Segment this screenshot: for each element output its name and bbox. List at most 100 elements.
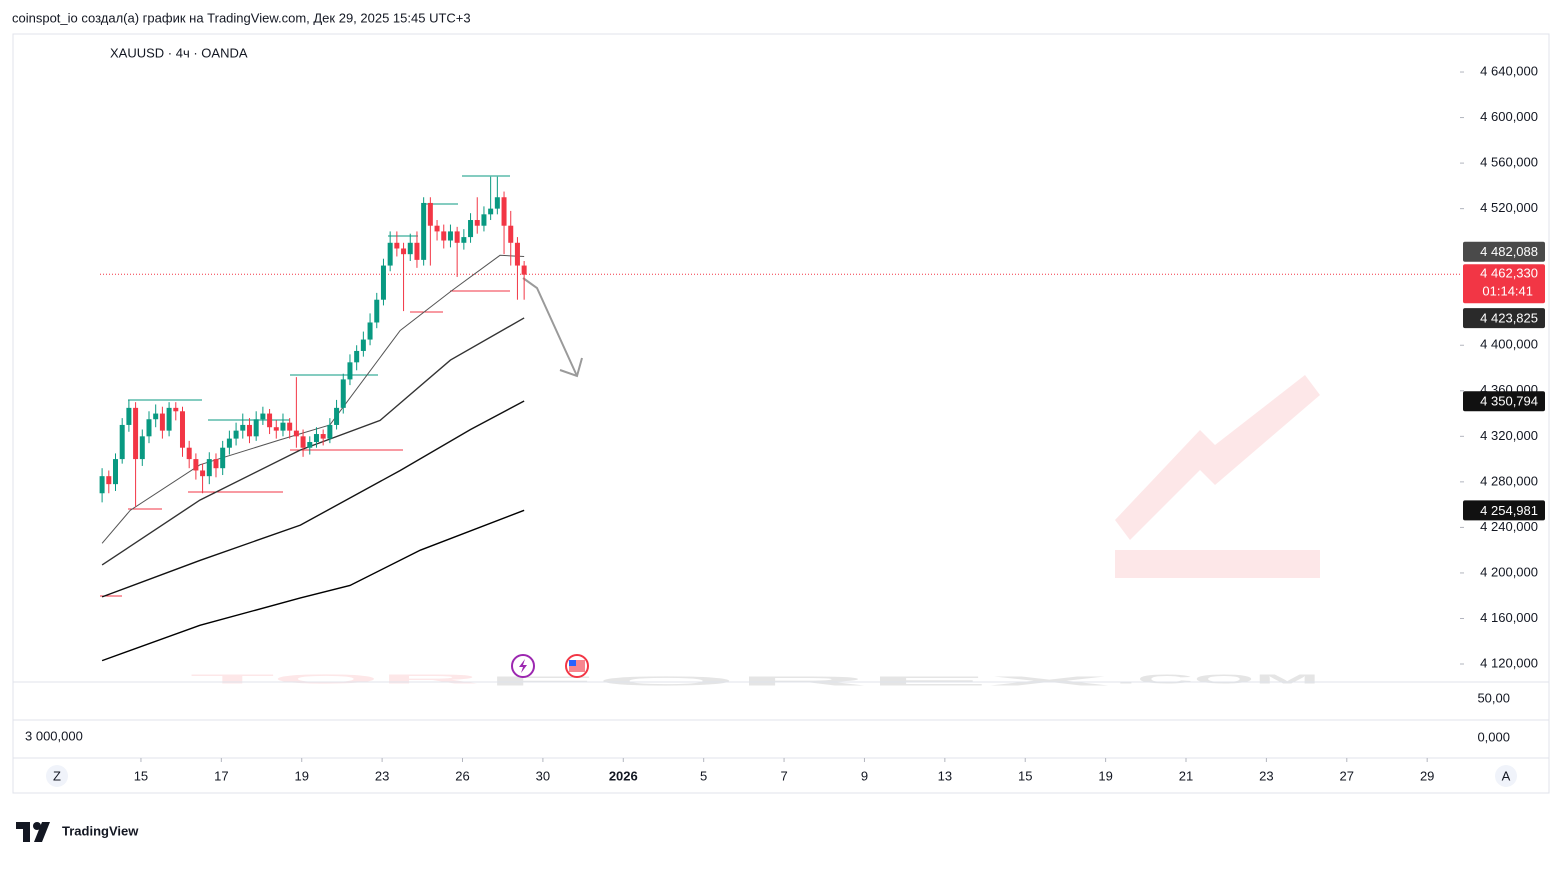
candle-body	[347, 362, 353, 380]
candle-body	[253, 419, 259, 437]
price-tag	[1463, 308, 1545, 329]
candle-body	[407, 242, 413, 255]
candle-body	[474, 220, 480, 226]
watermark-logo	[1115, 375, 1320, 540]
candle-body	[133, 407, 139, 460]
x-tick-label: 9	[861, 768, 868, 783]
button-a[interactable]	[1495, 765, 1517, 787]
candle-body	[293, 430, 299, 437]
x-tick-label: 29	[1420, 768, 1434, 783]
candle-body	[260, 413, 266, 420]
candle-body	[179, 411, 185, 448]
candle-body	[99, 476, 105, 494]
ma-line	[101, 254, 525, 544]
candle-body	[106, 476, 112, 485]
candle-body	[119, 424, 125, 460]
candle-body	[441, 231, 447, 241]
candle-body	[206, 459, 212, 477]
countdown: 01:14:41	[1482, 284, 1533, 299]
y-tick-label: 4 200,000	[1480, 564, 1538, 579]
candle-body	[360, 339, 366, 351]
candle-body	[468, 220, 474, 238]
candle-body	[514, 242, 520, 266]
candle-body	[139, 436, 145, 460]
candle-body	[246, 424, 252, 437]
x-tick-label: 7	[780, 768, 787, 783]
ma-line	[101, 400, 525, 598]
candle-body	[434, 225, 440, 232]
candle-body	[300, 436, 306, 448]
x-tick-label: 2026	[609, 768, 638, 783]
ma-line	[101, 317, 525, 566]
x-tick-label: 19	[1098, 768, 1112, 783]
candle-body	[367, 322, 373, 340]
footer-brand: TradingView	[62, 823, 139, 838]
volume-label: 3 000,000	[25, 728, 83, 743]
candle-body	[313, 434, 319, 443]
candle-body	[508, 225, 514, 243]
candle-body	[200, 470, 206, 477]
candle-body	[488, 208, 494, 215]
watermark-bar	[1115, 550, 1320, 578]
price-tag-label: 4 423,825	[1480, 311, 1538, 326]
candle-body	[240, 424, 246, 431]
candle-body	[153, 413, 159, 420]
candle-body	[414, 242, 420, 260]
last-price-label: 4 462,330	[1480, 266, 1538, 281]
candle-body	[521, 265, 527, 275]
x-tick-label: 5	[700, 768, 707, 783]
candle-body	[481, 214, 487, 226]
x-tick-label: 19	[294, 768, 308, 783]
candle-body	[421, 202, 427, 260]
candle-body	[193, 459, 199, 471]
x-tick-label: 15	[1018, 768, 1032, 783]
candle-body	[287, 422, 293, 431]
price-tag-label: 4 482,088	[1480, 244, 1538, 259]
x-tick-label: 17	[214, 768, 228, 783]
x-tick-label: 15	[134, 768, 148, 783]
y-tick-label: 4 120,000	[1480, 655, 1538, 670]
header: coinspot_io создал(а) график на TradingV…	[12, 10, 471, 25]
candle-body	[173, 407, 179, 412]
price-tag-label: 4 350,794	[1480, 394, 1538, 409]
candle-body	[280, 422, 286, 431]
y-tick-label: 4 240,000	[1480, 519, 1538, 534]
chart-frame	[12, 33, 1550, 794]
button-a-label[interactable]: A	[1502, 768, 1511, 783]
last-price-tag	[1463, 264, 1545, 304]
candle-body	[461, 237, 467, 243]
ma-line	[101, 509, 525, 662]
candle-body	[401, 248, 407, 255]
candle-body	[374, 299, 380, 323]
candle-body	[334, 407, 340, 425]
x-tick-label: 23	[1259, 768, 1273, 783]
button-z[interactable]	[46, 765, 68, 787]
watermark-text: TOR	[190, 671, 486, 686]
price-tag	[1463, 391, 1545, 412]
pane-tick-label: 50,00	[1477, 690, 1510, 705]
candle-body	[427, 202, 433, 226]
candle-body	[354, 350, 360, 363]
candle-body	[213, 459, 219, 469]
x-tick-label: 30	[536, 768, 550, 783]
candle-body	[380, 265, 386, 300]
candle-body	[394, 242, 400, 249]
candle-body	[454, 231, 460, 243]
candle-body	[220, 447, 226, 469]
candle-body	[327, 424, 333, 439]
candle-body	[226, 438, 232, 448]
candle-body	[146, 419, 152, 437]
y-tick-label: 4 160,000	[1480, 610, 1538, 625]
button-z-label[interactable]: Z	[53, 768, 61, 783]
symbol-legend: XAUUSD · 4ч · OANDA	[110, 45, 248, 60]
candle-body	[307, 442, 313, 448]
x-tick-label: 23	[375, 768, 389, 783]
candle-body	[387, 242, 393, 266]
watermark-text: FOREX	[485, 673, 1114, 688]
candle-body	[447, 231, 453, 241]
candle-body	[166, 407, 172, 431]
candle-body	[340, 379, 346, 408]
